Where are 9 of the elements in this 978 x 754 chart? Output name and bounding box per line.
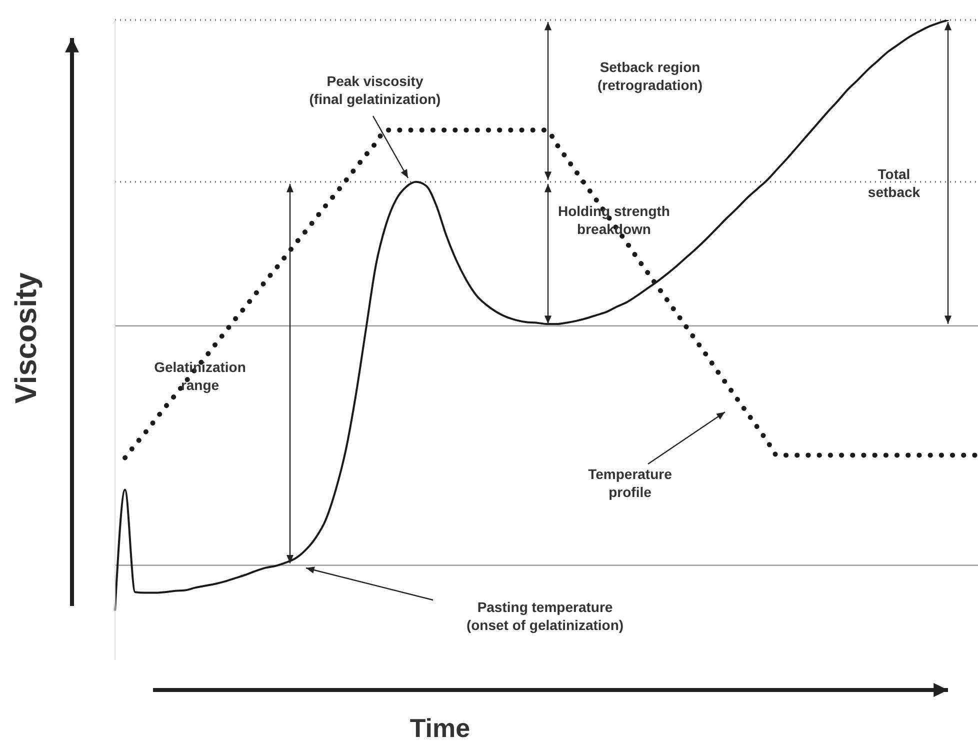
x-axis-title: Time <box>408 713 472 744</box>
annotation: Pasting temperature (onset of gelatinization) <box>465 598 625 634</box>
annotation: Holding strength breakdown <box>557 202 671 238</box>
y-axis-title: Viscosity <box>10 271 44 406</box>
annotation: Total setback <box>866 165 922 201</box>
annotation: Gelatinization range <box>153 358 247 394</box>
annotation: Setback region (retrogradation) <box>596 58 704 94</box>
annotation: Temperature profile <box>587 465 673 501</box>
annotation: Peak viscosity (final gelatinization) <box>308 72 442 108</box>
